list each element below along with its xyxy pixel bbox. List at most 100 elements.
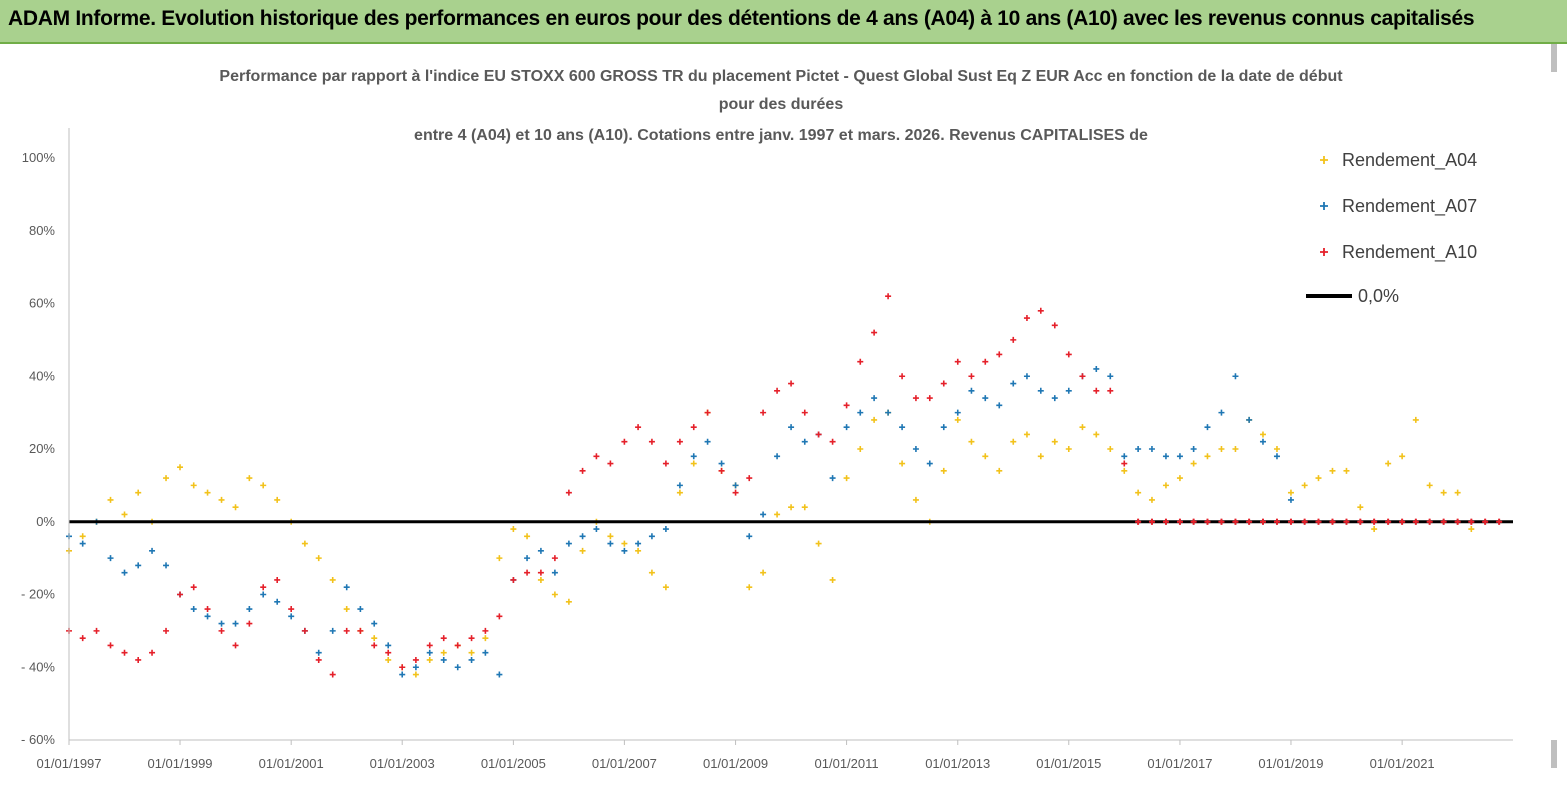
data-point xyxy=(190,482,197,489)
data-point xyxy=(551,591,558,598)
data-point xyxy=(315,656,322,663)
data-point xyxy=(954,358,961,365)
data-point xyxy=(635,547,642,554)
chart-title-line-2: pour des durées xyxy=(719,96,844,113)
data-point xyxy=(177,591,184,598)
data-point xyxy=(1190,446,1197,452)
data-point xyxy=(871,329,878,336)
data-point xyxy=(746,475,753,482)
data-point xyxy=(190,584,197,591)
data-point xyxy=(135,489,142,496)
data-point xyxy=(718,460,725,467)
legend-marker xyxy=(1320,248,1328,256)
data-point xyxy=(1135,518,1142,525)
data-point xyxy=(412,671,419,678)
data-point xyxy=(871,416,878,423)
data-point xyxy=(1468,526,1475,533)
data-point xyxy=(1051,322,1058,329)
data-point xyxy=(482,649,489,656)
data-point xyxy=(551,555,558,562)
data-point xyxy=(301,540,308,547)
x-tick-label: 01/01/2003 xyxy=(370,756,435,771)
data-point xyxy=(412,664,419,671)
data-point xyxy=(163,562,170,569)
data-point xyxy=(1287,496,1294,503)
data-point xyxy=(1037,387,1044,394)
data-point xyxy=(524,569,531,576)
data-point xyxy=(524,555,531,562)
data-point xyxy=(704,438,711,445)
y-tick-label: - 40% xyxy=(21,659,55,674)
data-point xyxy=(968,438,975,445)
data-point xyxy=(371,620,378,627)
data-point xyxy=(648,569,655,576)
data-point xyxy=(857,446,864,452)
data-point xyxy=(218,627,225,634)
data-point xyxy=(399,664,406,671)
data-point xyxy=(329,576,336,583)
data-point xyxy=(1135,489,1142,496)
data-point xyxy=(1218,409,1225,416)
data-point xyxy=(621,540,628,547)
data-point xyxy=(121,569,128,576)
chart-legend: Rendement_A04 Rendement_A07 Rendement_A10 0… xyxy=(1278,129,1504,315)
data-point xyxy=(204,606,211,613)
data-point xyxy=(343,606,350,613)
data-point xyxy=(621,438,628,445)
data-point xyxy=(107,555,114,562)
data-point xyxy=(996,351,1003,358)
data-point xyxy=(676,438,683,445)
y-tick-label: 20% xyxy=(29,441,55,456)
y-tick-label: 100% xyxy=(22,150,56,165)
data-point xyxy=(496,671,503,678)
legend-label: Rendement_A04 xyxy=(1342,150,1477,171)
data-point xyxy=(1010,438,1017,445)
legend-label: Rendement_A10 xyxy=(1342,242,1477,263)
data-point xyxy=(1023,373,1030,380)
data-point xyxy=(1412,416,1419,423)
data-point xyxy=(204,613,211,620)
data-point xyxy=(1454,489,1461,496)
data-point xyxy=(1190,518,1197,525)
data-point xyxy=(246,620,253,627)
data-point xyxy=(357,606,364,613)
report-title: ADAM Informe. Evolution historique des p… xyxy=(8,7,1475,30)
data-point xyxy=(704,409,711,416)
data-point xyxy=(1037,453,1044,460)
data-point xyxy=(982,358,989,365)
data-point xyxy=(385,649,392,656)
data-point xyxy=(1357,504,1364,511)
data-point xyxy=(1148,518,1155,525)
data-point xyxy=(177,464,184,471)
data-point xyxy=(482,635,489,642)
data-point xyxy=(440,635,447,642)
right-edge-handle-bottom xyxy=(1551,740,1557,768)
data-point xyxy=(593,453,600,460)
data-point xyxy=(1287,489,1294,496)
data-point xyxy=(1176,453,1183,460)
data-point xyxy=(288,606,295,613)
data-point xyxy=(1273,453,1280,460)
data-point xyxy=(1162,482,1169,489)
data-point xyxy=(1023,315,1030,322)
data-point xyxy=(1065,351,1072,358)
data-point xyxy=(565,489,572,496)
data-point xyxy=(1135,446,1142,452)
legend-marker xyxy=(1320,156,1328,164)
data-point xyxy=(690,460,697,467)
data-point xyxy=(385,656,392,663)
y-axis: - 60% - 40% - 20% 0% 20% 40% 60% 80% 100% xyxy=(21,128,70,747)
data-point xyxy=(1287,518,1294,525)
data-point xyxy=(357,627,364,634)
data-point xyxy=(121,649,128,656)
data-point xyxy=(1218,446,1225,452)
data-point xyxy=(1246,518,1253,525)
data-point xyxy=(1371,518,1378,525)
right-edge-handle-top xyxy=(1551,44,1557,72)
data-point xyxy=(1273,446,1280,452)
data-point xyxy=(1315,475,1322,482)
data-point xyxy=(274,576,281,583)
x-tick-label: 01/01/2017 xyxy=(1147,756,1212,771)
data-point xyxy=(1399,453,1406,460)
data-point xyxy=(885,293,892,300)
